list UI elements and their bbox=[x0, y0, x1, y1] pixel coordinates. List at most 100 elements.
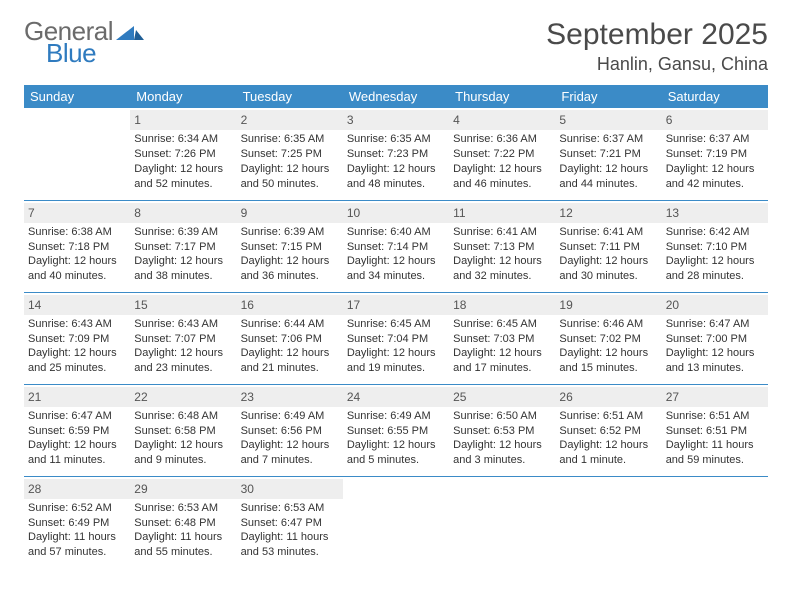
cell-line: and 53 minutes. bbox=[241, 545, 339, 560]
day-number: 8 bbox=[130, 203, 236, 223]
cell-line: and 11 minutes. bbox=[28, 453, 126, 468]
cell-line: Sunrise: 6:49 AM bbox=[347, 409, 445, 424]
cell-line: Daylight: 11 hours bbox=[134, 530, 232, 545]
cell-line: Sunset: 7:19 PM bbox=[666, 147, 764, 162]
calendar-cell: 12Sunrise: 6:41 AMSunset: 7:11 PMDayligh… bbox=[555, 200, 661, 292]
cell-line: Sunrise: 6:39 AM bbox=[241, 225, 339, 240]
cell-line: Sunset: 7:07 PM bbox=[134, 332, 232, 347]
logo: General Blue bbox=[24, 18, 144, 66]
cell-line: Daylight: 12 hours bbox=[453, 162, 551, 177]
cell-line: Sunrise: 6:46 AM bbox=[559, 317, 657, 332]
cell-line: Sunrise: 6:35 AM bbox=[241, 132, 339, 147]
cell-line: Sunrise: 6:44 AM bbox=[241, 317, 339, 332]
cell-line: Daylight: 12 hours bbox=[241, 346, 339, 361]
cell-line: Sunset: 7:18 PM bbox=[28, 240, 126, 255]
calendar-cell bbox=[449, 476, 555, 568]
calendar-cell bbox=[555, 476, 661, 568]
calendar-table: Sunday Monday Tuesday Wednesday Thursday… bbox=[24, 85, 768, 568]
cell-line: Sunset: 7:04 PM bbox=[347, 332, 445, 347]
calendar-cell: 29Sunrise: 6:53 AMSunset: 6:48 PMDayligh… bbox=[130, 476, 236, 568]
cell-line: and 5 minutes. bbox=[347, 453, 445, 468]
cell-line: and 57 minutes. bbox=[28, 545, 126, 560]
cell-line: Sunset: 7:15 PM bbox=[241, 240, 339, 255]
day-number: 11 bbox=[449, 203, 555, 223]
day-number: 17 bbox=[343, 295, 449, 315]
cell-line: Daylight: 12 hours bbox=[241, 438, 339, 453]
calendar-cell: 11Sunrise: 6:41 AMSunset: 7:13 PMDayligh… bbox=[449, 200, 555, 292]
cell-line: Sunset: 7:09 PM bbox=[28, 332, 126, 347]
cell-line: Sunrise: 6:41 AM bbox=[559, 225, 657, 240]
cell-line: and 38 minutes. bbox=[134, 269, 232, 284]
day-number: 24 bbox=[343, 387, 449, 407]
cell-line: Sunrise: 6:38 AM bbox=[28, 225, 126, 240]
cell-line: Daylight: 11 hours bbox=[666, 438, 764, 453]
calendar-cell: 21Sunrise: 6:47 AMSunset: 6:59 PMDayligh… bbox=[24, 384, 130, 476]
cell-line: Sunset: 7:22 PM bbox=[453, 147, 551, 162]
cell-line: Sunrise: 6:53 AM bbox=[134, 501, 232, 516]
day-number: 25 bbox=[449, 387, 555, 407]
day-header: Sunday bbox=[24, 85, 130, 108]
day-number: 5 bbox=[555, 110, 661, 130]
cell-line: and 34 minutes. bbox=[347, 269, 445, 284]
cell-line: and 36 minutes. bbox=[241, 269, 339, 284]
cell-line: Sunset: 7:23 PM bbox=[347, 147, 445, 162]
cell-line: Daylight: 12 hours bbox=[559, 438, 657, 453]
page-header: General Blue September 2025 Hanlin, Gans… bbox=[24, 18, 768, 75]
cell-line: Sunrise: 6:37 AM bbox=[559, 132, 657, 147]
day-number: 18 bbox=[449, 295, 555, 315]
cell-line: Daylight: 12 hours bbox=[28, 346, 126, 361]
day-number: 3 bbox=[343, 110, 449, 130]
calendar-cell: 16Sunrise: 6:44 AMSunset: 7:06 PMDayligh… bbox=[237, 292, 343, 384]
day-header: Friday bbox=[555, 85, 661, 108]
calendar-cell bbox=[343, 476, 449, 568]
cell-line: Sunrise: 6:47 AM bbox=[28, 409, 126, 424]
calendar-cell: 5Sunrise: 6:37 AMSunset: 7:21 PMDaylight… bbox=[555, 108, 661, 200]
day-header-row: Sunday Monday Tuesday Wednesday Thursday… bbox=[24, 85, 768, 108]
cell-line: Sunrise: 6:45 AM bbox=[347, 317, 445, 332]
cell-line: Sunset: 7:13 PM bbox=[453, 240, 551, 255]
cell-line: and 42 minutes. bbox=[666, 177, 764, 192]
calendar-row: 7Sunrise: 6:38 AMSunset: 7:18 PMDaylight… bbox=[24, 200, 768, 292]
cell-line: Sunrise: 6:36 AM bbox=[453, 132, 551, 147]
calendar-cell: 3Sunrise: 6:35 AMSunset: 7:23 PMDaylight… bbox=[343, 108, 449, 200]
cell-line: Daylight: 12 hours bbox=[453, 438, 551, 453]
cell-line: and 25 minutes. bbox=[28, 361, 126, 376]
calendar-row: 28Sunrise: 6:52 AMSunset: 6:49 PMDayligh… bbox=[24, 476, 768, 568]
cell-line: Sunset: 7:14 PM bbox=[347, 240, 445, 255]
cell-line: Sunset: 7:03 PM bbox=[453, 332, 551, 347]
day-header: Saturday bbox=[662, 85, 768, 108]
cell-line: Daylight: 12 hours bbox=[559, 346, 657, 361]
logo-word2: Blue bbox=[46, 40, 144, 66]
day-header: Monday bbox=[130, 85, 236, 108]
day-number: 4 bbox=[449, 110, 555, 130]
calendar-cell: 24Sunrise: 6:49 AMSunset: 6:55 PMDayligh… bbox=[343, 384, 449, 476]
calendar-cell: 25Sunrise: 6:50 AMSunset: 6:53 PMDayligh… bbox=[449, 384, 555, 476]
cell-line: Daylight: 12 hours bbox=[666, 346, 764, 361]
cell-line: Sunrise: 6:51 AM bbox=[666, 409, 764, 424]
cell-line: Sunset: 7:11 PM bbox=[559, 240, 657, 255]
calendar-cell: 6Sunrise: 6:37 AMSunset: 7:19 PMDaylight… bbox=[662, 108, 768, 200]
cell-line: Sunset: 7:10 PM bbox=[666, 240, 764, 255]
day-number: 21 bbox=[24, 387, 130, 407]
calendar-cell: 7Sunrise: 6:38 AMSunset: 7:18 PMDaylight… bbox=[24, 200, 130, 292]
calendar-row: 21Sunrise: 6:47 AMSunset: 6:59 PMDayligh… bbox=[24, 384, 768, 476]
cell-line: and 1 minute. bbox=[559, 453, 657, 468]
day-number: 15 bbox=[130, 295, 236, 315]
cell-line: and 19 minutes. bbox=[347, 361, 445, 376]
cell-line: and 13 minutes. bbox=[666, 361, 764, 376]
cell-line: Daylight: 12 hours bbox=[28, 438, 126, 453]
cell-line: and 59 minutes. bbox=[666, 453, 764, 468]
cell-line: Sunset: 7:00 PM bbox=[666, 332, 764, 347]
calendar-cell: 1Sunrise: 6:34 AMSunset: 7:26 PMDaylight… bbox=[130, 108, 236, 200]
cell-line: Sunrise: 6:39 AM bbox=[134, 225, 232, 240]
calendar-row: 14Sunrise: 6:43 AMSunset: 7:09 PMDayligh… bbox=[24, 292, 768, 384]
cell-line: and 44 minutes. bbox=[559, 177, 657, 192]
cell-line: Daylight: 12 hours bbox=[134, 438, 232, 453]
calendar-cell: 8Sunrise: 6:39 AMSunset: 7:17 PMDaylight… bbox=[130, 200, 236, 292]
cell-line: Sunrise: 6:52 AM bbox=[28, 501, 126, 516]
day-number: 20 bbox=[662, 295, 768, 315]
title-block: September 2025 Hanlin, Gansu, China bbox=[546, 18, 768, 75]
calendar-cell: 23Sunrise: 6:49 AMSunset: 6:56 PMDayligh… bbox=[237, 384, 343, 476]
location: Hanlin, Gansu, China bbox=[546, 54, 768, 75]
day-number: 26 bbox=[555, 387, 661, 407]
